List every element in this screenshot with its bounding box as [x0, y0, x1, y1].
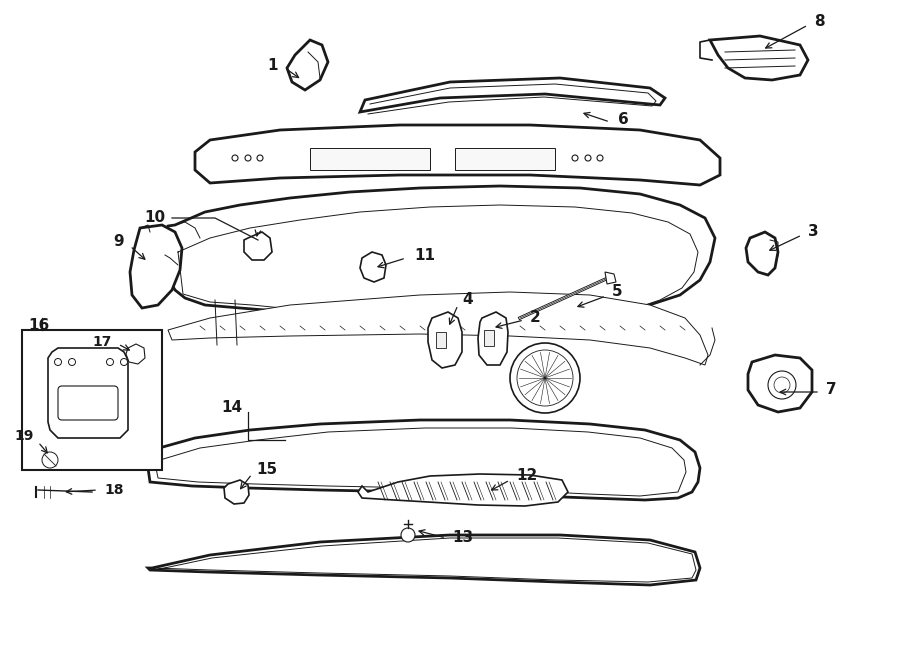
- Text: 14: 14: [220, 401, 242, 416]
- Circle shape: [257, 155, 263, 161]
- Polygon shape: [130, 225, 182, 308]
- Polygon shape: [746, 232, 778, 275]
- Polygon shape: [436, 332, 446, 348]
- Polygon shape: [48, 348, 128, 438]
- Polygon shape: [360, 78, 665, 112]
- Circle shape: [774, 377, 790, 393]
- Text: 13: 13: [452, 531, 473, 545]
- Circle shape: [585, 155, 591, 161]
- Polygon shape: [484, 330, 494, 346]
- Text: 2: 2: [530, 311, 541, 325]
- Text: 3: 3: [808, 225, 819, 239]
- Text: 7: 7: [826, 383, 837, 397]
- Circle shape: [245, 155, 251, 161]
- Polygon shape: [710, 36, 808, 80]
- Circle shape: [55, 358, 61, 366]
- Circle shape: [517, 350, 573, 406]
- Polygon shape: [148, 420, 700, 500]
- Polygon shape: [126, 344, 145, 364]
- Circle shape: [510, 343, 580, 413]
- Polygon shape: [287, 40, 328, 90]
- Polygon shape: [148, 535, 700, 585]
- Circle shape: [401, 528, 415, 542]
- Polygon shape: [358, 474, 568, 506]
- Circle shape: [106, 358, 113, 366]
- Text: 18: 18: [104, 483, 123, 497]
- Circle shape: [597, 155, 603, 161]
- Text: 9: 9: [113, 235, 124, 249]
- Text: 10: 10: [144, 210, 165, 225]
- Text: 16: 16: [28, 319, 50, 334]
- Text: 19: 19: [14, 429, 34, 443]
- Polygon shape: [455, 148, 555, 170]
- Polygon shape: [244, 232, 272, 260]
- Text: 15: 15: [256, 463, 277, 477]
- Polygon shape: [605, 272, 616, 284]
- Text: 6: 6: [618, 112, 629, 128]
- Text: 1: 1: [267, 58, 278, 73]
- Text: 8: 8: [814, 15, 824, 30]
- Polygon shape: [478, 312, 508, 365]
- Circle shape: [232, 155, 238, 161]
- Text: 11: 11: [414, 249, 435, 264]
- Polygon shape: [162, 186, 715, 322]
- Polygon shape: [224, 480, 249, 504]
- Circle shape: [768, 371, 796, 399]
- FancyBboxPatch shape: [58, 386, 118, 420]
- Polygon shape: [360, 252, 386, 282]
- Circle shape: [121, 358, 128, 366]
- Polygon shape: [168, 292, 708, 365]
- Polygon shape: [748, 355, 812, 412]
- Text: 4: 4: [462, 293, 472, 307]
- Circle shape: [42, 452, 58, 468]
- Circle shape: [68, 358, 76, 366]
- Circle shape: [572, 155, 578, 161]
- Polygon shape: [310, 148, 430, 170]
- Text: 12: 12: [516, 469, 537, 483]
- Polygon shape: [195, 125, 720, 185]
- Text: 5: 5: [612, 284, 623, 299]
- Polygon shape: [428, 312, 462, 368]
- Text: 17: 17: [93, 335, 112, 349]
- Bar: [22, 330, 162, 470]
